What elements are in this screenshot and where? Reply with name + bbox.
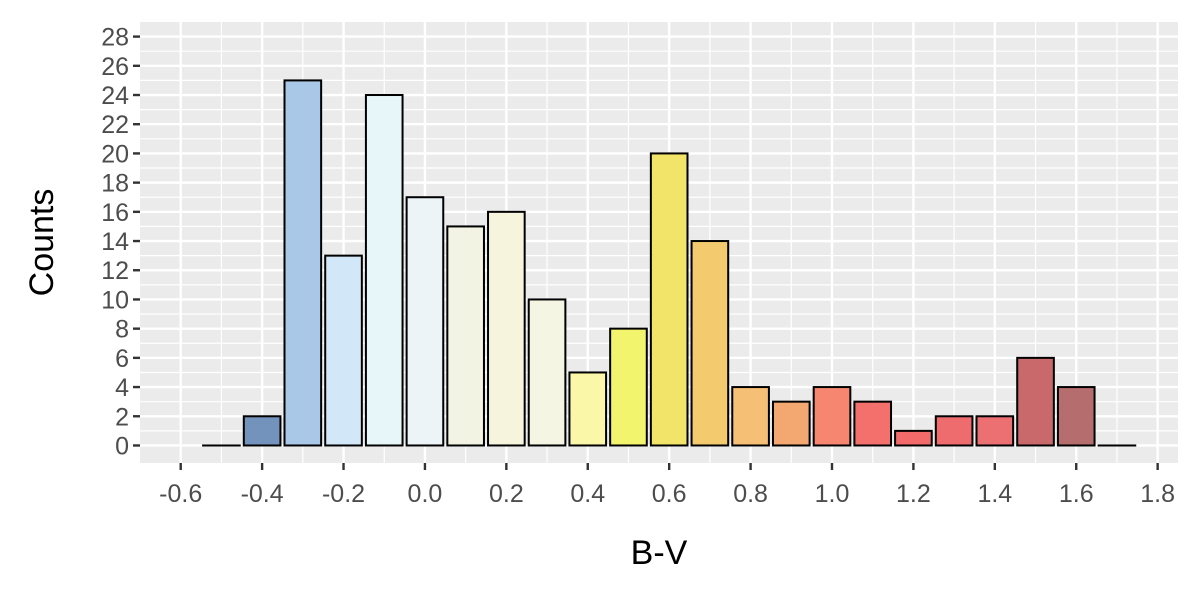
x-tick-label: 1.2 bbox=[896, 480, 931, 508]
bar bbox=[405, 196, 445, 447]
bar bbox=[527, 298, 567, 447]
x-tick-label: 0.6 bbox=[652, 480, 687, 508]
bar bbox=[894, 429, 933, 447]
bar bbox=[1056, 386, 1096, 447]
bar bbox=[731, 386, 770, 447]
x-axis: -0.6 -0.4 -0.2 0.0 0.2 0.4 0.6 0.8 1.0 1.2 1.4 1.6 1… bbox=[159, 463, 1175, 508]
bar bbox=[1016, 356, 1055, 447]
x-tick-label: 0.0 bbox=[408, 480, 443, 508]
bars bbox=[202, 79, 1137, 447]
x-tick-label: -0.4 bbox=[241, 480, 284, 508]
y-tick-label: 18 bbox=[101, 170, 129, 198]
y-tick-label: 24 bbox=[101, 82, 129, 110]
y-tick-label: 28 bbox=[101, 24, 129, 52]
x-tick-label: 0.2 bbox=[489, 480, 524, 508]
bar bbox=[324, 254, 363, 447]
bar bbox=[771, 400, 811, 447]
x-tick-label: 0.8 bbox=[733, 480, 768, 508]
x-tick-label: 1.0 bbox=[815, 480, 850, 508]
bar bbox=[364, 94, 404, 447]
x-tick-label: 1.4 bbox=[977, 480, 1012, 508]
y-tick-label: 16 bbox=[101, 199, 129, 227]
y-tick-label: 4 bbox=[115, 374, 129, 402]
x-tick-label: -0.2 bbox=[322, 480, 365, 508]
bar bbox=[853, 400, 893, 447]
y-tick-label: 14 bbox=[101, 228, 129, 256]
y-tick-label: 8 bbox=[115, 316, 129, 344]
x-tick-label: 1.6 bbox=[1059, 480, 1094, 508]
y-tick-label: 10 bbox=[101, 286, 129, 314]
y-tick-label: 12 bbox=[101, 257, 129, 285]
bar bbox=[690, 240, 730, 447]
bar bbox=[649, 152, 689, 447]
x-tick-label: 1.8 bbox=[1140, 480, 1175, 508]
bar bbox=[487, 210, 526, 447]
y-tick-label: 2 bbox=[115, 403, 129, 431]
bar bbox=[812, 386, 852, 447]
x-axis-title: B-V bbox=[631, 534, 688, 572]
bar bbox=[242, 415, 282, 447]
bar bbox=[283, 79, 323, 447]
y-tick-label: 20 bbox=[101, 140, 129, 168]
bar bbox=[934, 415, 974, 447]
x-tick-label: 0.4 bbox=[570, 480, 605, 508]
y-axis-title: Counts bbox=[23, 189, 61, 297]
y-tick-label: 0 bbox=[115, 432, 129, 460]
x-tick-label: -0.6 bbox=[159, 480, 202, 508]
bar bbox=[446, 225, 485, 447]
bar bbox=[975, 415, 1015, 447]
y-tick-label: 26 bbox=[101, 53, 129, 81]
y-tick-label: 22 bbox=[101, 111, 129, 139]
bar bbox=[609, 327, 648, 447]
y-tick-label: 6 bbox=[115, 345, 129, 373]
bar bbox=[568, 371, 608, 447]
